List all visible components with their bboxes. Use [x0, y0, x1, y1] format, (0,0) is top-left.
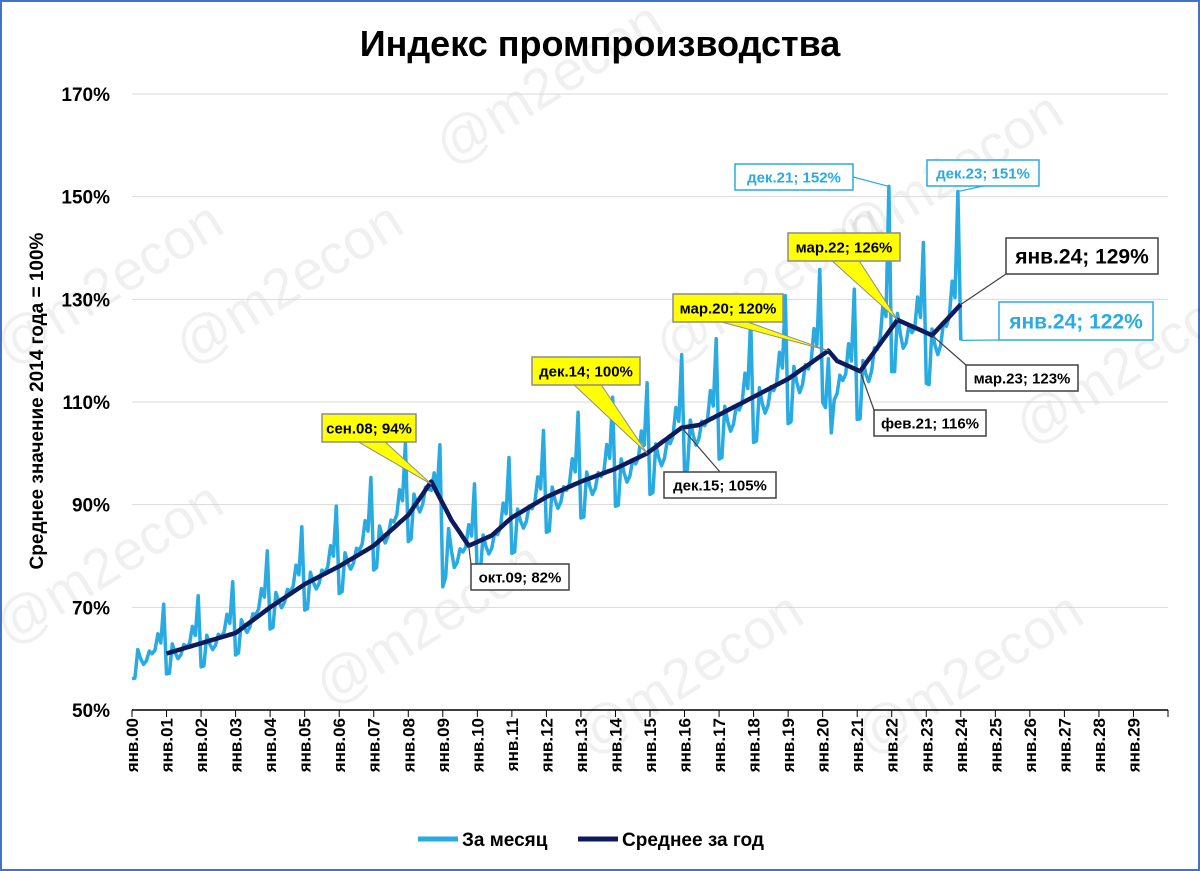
- annotations: сен.08; 94% дек.14; 100% мар.20; 120% мар.2…: [321, 159, 1159, 591]
- x-tick-label: янв.12: [537, 718, 556, 773]
- annotation-callout: мар.20; 120%: [672, 293, 829, 352]
- y-tick-label: 110%: [62, 393, 110, 414]
- x-tick-label: янв.13: [572, 718, 591, 773]
- annotation-pointer: [713, 319, 829, 352]
- annotation-leader: [468, 545, 472, 565]
- annotation-callout: мар.23; 123%: [931, 334, 1079, 392]
- x-tick-label: янв.23: [917, 718, 936, 773]
- annotation-box: [470, 563, 570, 591]
- annotation-box: [873, 409, 987, 437]
- x-tick-label: янв.04: [261, 717, 280, 773]
- y-tick-label: 50%: [72, 701, 110, 722]
- annotation-leader: [931, 334, 967, 366]
- annotation-leader: [859, 370, 875, 411]
- annotation-label: окт.09; 82%: [479, 569, 562, 586]
- annotation-label: янв.24; 122%: [1008, 311, 1143, 334]
- x-tick-label: янв.09: [434, 718, 453, 773]
- annotation-pointer: [353, 439, 432, 485]
- annotation-callout: дек.23; 151%: [926, 159, 1040, 193]
- annotation-box: [321, 413, 417, 443]
- annotation-callout: янв.24; 129%: [960, 237, 1159, 305]
- x-tick-label: янв.16: [676, 718, 695, 773]
- x-tick-label: янв.29: [1124, 718, 1143, 773]
- annotation-leader: [852, 176, 890, 187]
- x-tick-label: янв.28: [1090, 718, 1109, 773]
- annotation-leader: [957, 185, 984, 193]
- y-axis-label: Среднее значение 2014 года = 100%: [27, 232, 48, 569]
- annotation-callout: дек.14; 100%: [531, 356, 648, 454]
- annotation-label: мар.23; 123%: [974, 370, 1071, 387]
- x-tick-label: янв.10: [468, 718, 487, 773]
- annotation-label: сен.08; 94%: [326, 420, 412, 437]
- x-tick-label: янв.25: [986, 718, 1005, 773]
- annotation-callout: мар.22; 126%: [787, 232, 901, 321]
- x-tick-label: янв.21: [848, 718, 867, 773]
- chart-title: Индекс промпроизводства: [360, 23, 842, 64]
- annotation-box: [663, 471, 777, 499]
- annotation-callout: дек.15; 105%: [663, 427, 777, 499]
- annotation-leader: [681, 427, 721, 473]
- x-tick-label: янв.24: [952, 717, 971, 773]
- annotation-box: [531, 356, 641, 386]
- annotation-box: [672, 293, 784, 323]
- x-tick-label: янв.18: [745, 718, 764, 773]
- x-tick-label: янв.15: [641, 718, 660, 773]
- x-tick-label: янв.07: [365, 718, 384, 773]
- annotation-label: дек.14; 100%: [539, 363, 633, 380]
- x-tick-label: янв.19: [779, 718, 798, 773]
- annotation-leader: [960, 273, 1007, 305]
- x-tick-label: янв.26: [1021, 718, 1040, 773]
- annotation-label: дек.15; 105%: [673, 477, 767, 494]
- x-tick-label: янв.22: [883, 718, 902, 773]
- x-tick-label: янв.00: [123, 718, 142, 773]
- y-tick-label: 90%: [72, 496, 110, 517]
- annotation-callout: сен.08; 94%: [321, 413, 432, 485]
- annotation-callout: янв.24; 122%: [960, 301, 1154, 341]
- x-tick-label: янв.08: [399, 718, 418, 773]
- x-tick-label: янв.05: [296, 718, 315, 773]
- annotation-box: [734, 163, 854, 191]
- annotation-label: дек.23; 151%: [936, 165, 1030, 182]
- y-tick-label: 70%: [72, 598, 110, 619]
- annotation-label: янв.24; 129%: [1014, 246, 1149, 269]
- axes: 50% 70% 90% 110% 130% 150% 170% янв.00 янв.01 янв…: [61, 85, 1169, 773]
- annotation-box: [787, 232, 901, 262]
- y-tick-label: 170%: [61, 85, 110, 106]
- series-monthly-line: [131, 184, 963, 681]
- legend-label-annual: Среднее за год: [622, 830, 764, 851]
- annotation-box: [926, 159, 1040, 187]
- annotation-box: [998, 301, 1154, 341]
- x-tick-label: янв.17: [710, 718, 729, 773]
- annotation-label: дек.21; 152%: [747, 169, 841, 186]
- annotation-box: [1005, 237, 1159, 275]
- x-tick-label: янв.06: [330, 718, 349, 773]
- x-tick-label: янв.02: [192, 718, 211, 773]
- x-tick-label: янв.14: [606, 717, 625, 773]
- x-tick-label: янв.27: [1055, 718, 1074, 773]
- annotation-callout: дек.21; 152%: [734, 163, 890, 191]
- legend-label-monthly: За месяц: [462, 830, 548, 851]
- y-tick-label: 130%: [61, 290, 110, 311]
- x-tick-label: янв.20: [814, 718, 833, 773]
- x-tick-label: янв.01: [158, 718, 177, 773]
- annotation-callout: окт.09; 82%: [468, 545, 570, 591]
- annotation-label: фев.21; 116%: [881, 415, 979, 432]
- x-tick-label: янв.11: [503, 718, 522, 772]
- annotation-label: мар.20; 120%: [680, 300, 777, 317]
- annotation-label: мар.22; 126%: [796, 239, 893, 256]
- y-tick-label: 150%: [61, 188, 110, 209]
- annotation-box: [965, 364, 1079, 392]
- x-tick-label: янв.03: [227, 718, 246, 773]
- annotation-callout: фев.21; 116%: [859, 370, 987, 437]
- legend: За месяц Среднее за год: [418, 830, 764, 851]
